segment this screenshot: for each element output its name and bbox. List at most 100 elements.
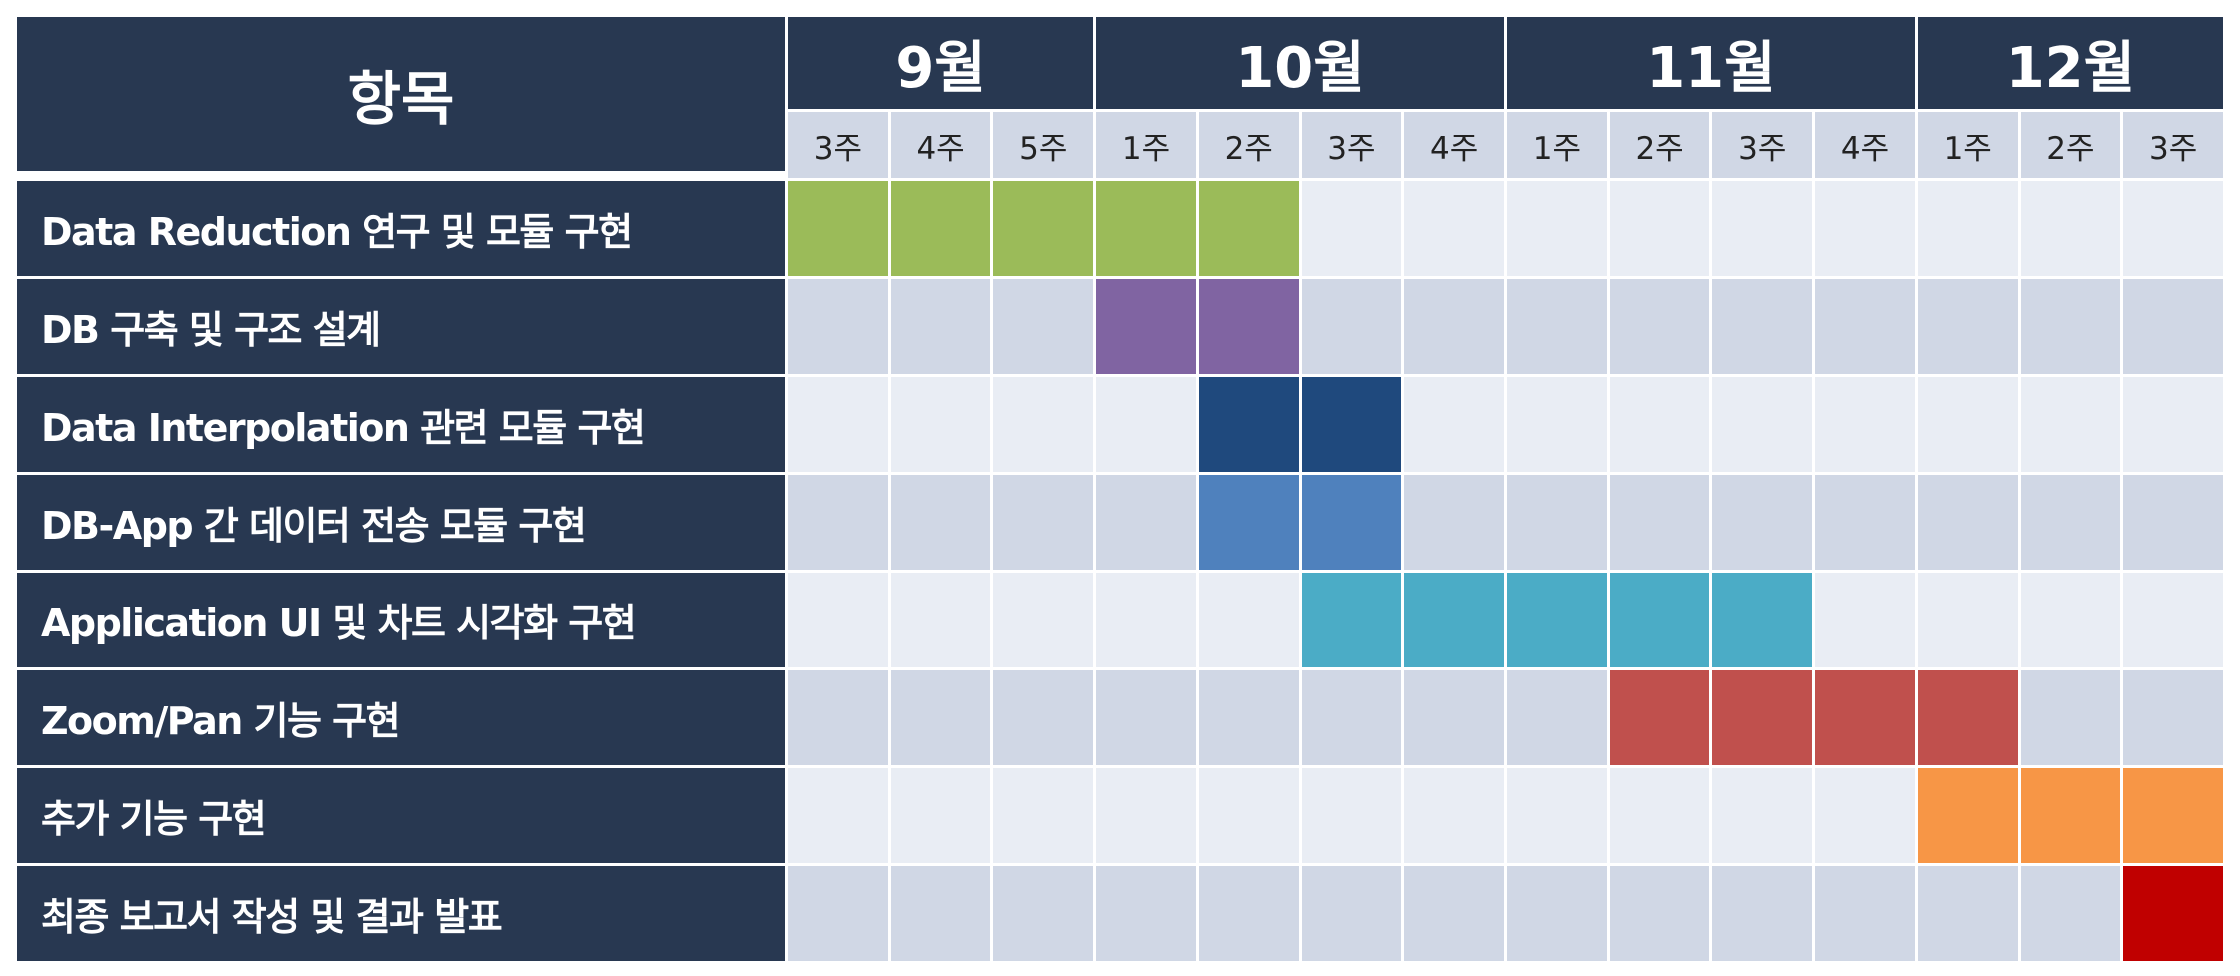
week-header: 2주 (2020, 112, 2121, 178)
empty-cell (1712, 278, 1813, 374)
empty-cell (1917, 278, 2018, 374)
empty-cell (993, 278, 1094, 374)
empty-cell (1712, 474, 1813, 570)
week-header: 3주 (2123, 112, 2223, 178)
task-label: Data Interpolation 관련 모듈 구현 (17, 376, 785, 472)
empty-cell (2123, 181, 2223, 276)
task-bar-cell (1712, 572, 1813, 668)
empty-cell (1917, 181, 2018, 276)
empty-cell (2020, 670, 2121, 766)
task-label: 추가 기능 구현 (17, 768, 785, 864)
task-bar-cell (2123, 768, 2223, 864)
empty-cell (993, 572, 1094, 668)
empty-cell (1301, 670, 1402, 766)
week-header: 4주 (1404, 112, 1504, 178)
task-bar-cell (788, 181, 888, 276)
empty-cell (1507, 376, 1607, 472)
empty-cell (2020, 181, 2121, 276)
empty-cell (788, 376, 888, 472)
empty-cell (1301, 866, 1402, 961)
empty-cell (890, 670, 991, 766)
empty-cell (1096, 768, 1196, 864)
empty-cell (788, 572, 888, 668)
month-header: 11월 (1507, 17, 1915, 109)
empty-cell (1815, 474, 1915, 570)
task-label: Data Reduction 연구 및 모듈 구현 (17, 181, 785, 276)
empty-cell (1917, 474, 2018, 570)
empty-cell (890, 866, 991, 961)
empty-cell (788, 670, 888, 766)
empty-cell (1815, 866, 1915, 961)
week-header: 2주 (1198, 112, 1299, 178)
empty-cell (1507, 670, 1607, 766)
empty-cell (1404, 670, 1504, 766)
empty-cell (1198, 670, 1299, 766)
empty-cell (2020, 866, 2121, 961)
empty-cell (1096, 572, 1196, 668)
empty-cell (1815, 572, 1915, 668)
task-bar-cell (1404, 572, 1504, 668)
week-header: 2주 (1609, 112, 1710, 178)
task-bar-cell (1507, 572, 1607, 668)
task-bar-cell (1198, 474, 1299, 570)
empty-cell (993, 474, 1094, 570)
task-bar-cell (1917, 670, 2018, 766)
week-header: 3주 (788, 112, 888, 178)
empty-cell (2123, 474, 2223, 570)
week-header: 3주 (1301, 112, 1402, 178)
week-header: 1주 (1507, 112, 1607, 178)
task-bar-cell (1301, 474, 1402, 570)
empty-cell (2020, 572, 2121, 668)
task-label: 최종 보고서 작성 및 결과 발표 (17, 866, 785, 961)
task-bar-cell (1712, 670, 1813, 766)
empty-cell (2123, 670, 2223, 766)
empty-cell (788, 278, 888, 374)
task-bar-cell (1301, 572, 1402, 668)
empty-cell (1609, 474, 1710, 570)
task-bar-cell (1609, 670, 1710, 766)
empty-cell (993, 866, 1094, 961)
task-bar-cell (1096, 181, 1196, 276)
empty-cell (1815, 181, 1915, 276)
empty-cell (993, 670, 1094, 766)
empty-cell (1917, 866, 2018, 961)
task-bar-cell (993, 181, 1094, 276)
week-header: 1주 (1917, 112, 2018, 178)
empty-cell (1609, 278, 1710, 374)
empty-cell (1609, 866, 1710, 961)
empty-cell (1712, 376, 1813, 472)
empty-cell (1712, 181, 1813, 276)
empty-cell (788, 866, 888, 961)
empty-cell (1507, 278, 1607, 374)
task-label: Zoom/Pan 기능 구현 (17, 670, 785, 766)
empty-cell (1917, 572, 2018, 668)
empty-cell (890, 278, 991, 374)
empty-cell (890, 376, 991, 472)
week-header: 4주 (1815, 112, 1915, 178)
empty-cell (1404, 181, 1504, 276)
empty-cell (1507, 866, 1607, 961)
empty-cell (1301, 768, 1402, 864)
empty-cell (2123, 376, 2223, 472)
empty-cell (993, 768, 1094, 864)
gantt-chart: 항목 9월 3주 4주 5주 10월 1주 2주 3주 4주 11월 1주 2주 3주 4주 12월 1주 2주… (17, 17, 2223, 961)
task-label: Application UI 및 차트 시각화 구현 (17, 572, 785, 668)
empty-cell (1198, 768, 1299, 864)
empty-cell (1404, 376, 1504, 472)
empty-cell (2020, 474, 2121, 570)
empty-cell (1917, 376, 2018, 472)
empty-cell (788, 474, 888, 570)
header-label: 항목 (17, 17, 785, 171)
empty-cell (993, 376, 1094, 472)
empty-cell (1712, 768, 1813, 864)
empty-cell (890, 572, 991, 668)
task-bar-cell (1198, 181, 1299, 276)
task-bar-cell (1609, 572, 1710, 668)
task-bar-cell (1198, 376, 1299, 472)
empty-cell (788, 768, 888, 864)
task-bar-cell (2123, 866, 2223, 961)
month-header: 9월 (788, 17, 1094, 109)
task-bar-cell (1917, 768, 2018, 864)
empty-cell (2123, 572, 2223, 668)
month-header: 10월 (1096, 17, 1504, 109)
